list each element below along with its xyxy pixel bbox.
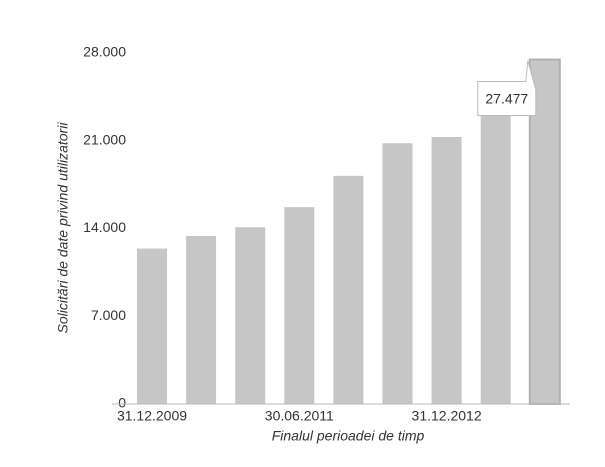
bar [480, 113, 511, 405]
bar [235, 227, 266, 404]
x-tick-label: 30.06.2011 [265, 408, 334, 424]
y-tick-label: 7.000 [91, 307, 126, 323]
bar [431, 136, 462, 404]
y-tick-label: 28.000 [83, 44, 126, 60]
x-tick-label: 31.12.2012 [412, 408, 482, 424]
x-tick-label: 31.12.2009 [117, 408, 187, 424]
bar [186, 236, 217, 404]
x-axis-label: Finalul perioadei de timp [272, 428, 425, 444]
y-axis-label: Solicitări de date privind utilizatorii [55, 122, 71, 334]
y-tick-label: 14.000 [83, 219, 126, 235]
y-tick-label: 0 [118, 395, 126, 411]
bar [284, 207, 315, 404]
bar [333, 175, 364, 404]
tooltip-box [477, 60, 537, 117]
bar [382, 143, 413, 404]
bar [137, 248, 167, 404]
data-label: 27.477 [485, 90, 528, 106]
y-tick-label: 21.000 [83, 131, 126, 147]
